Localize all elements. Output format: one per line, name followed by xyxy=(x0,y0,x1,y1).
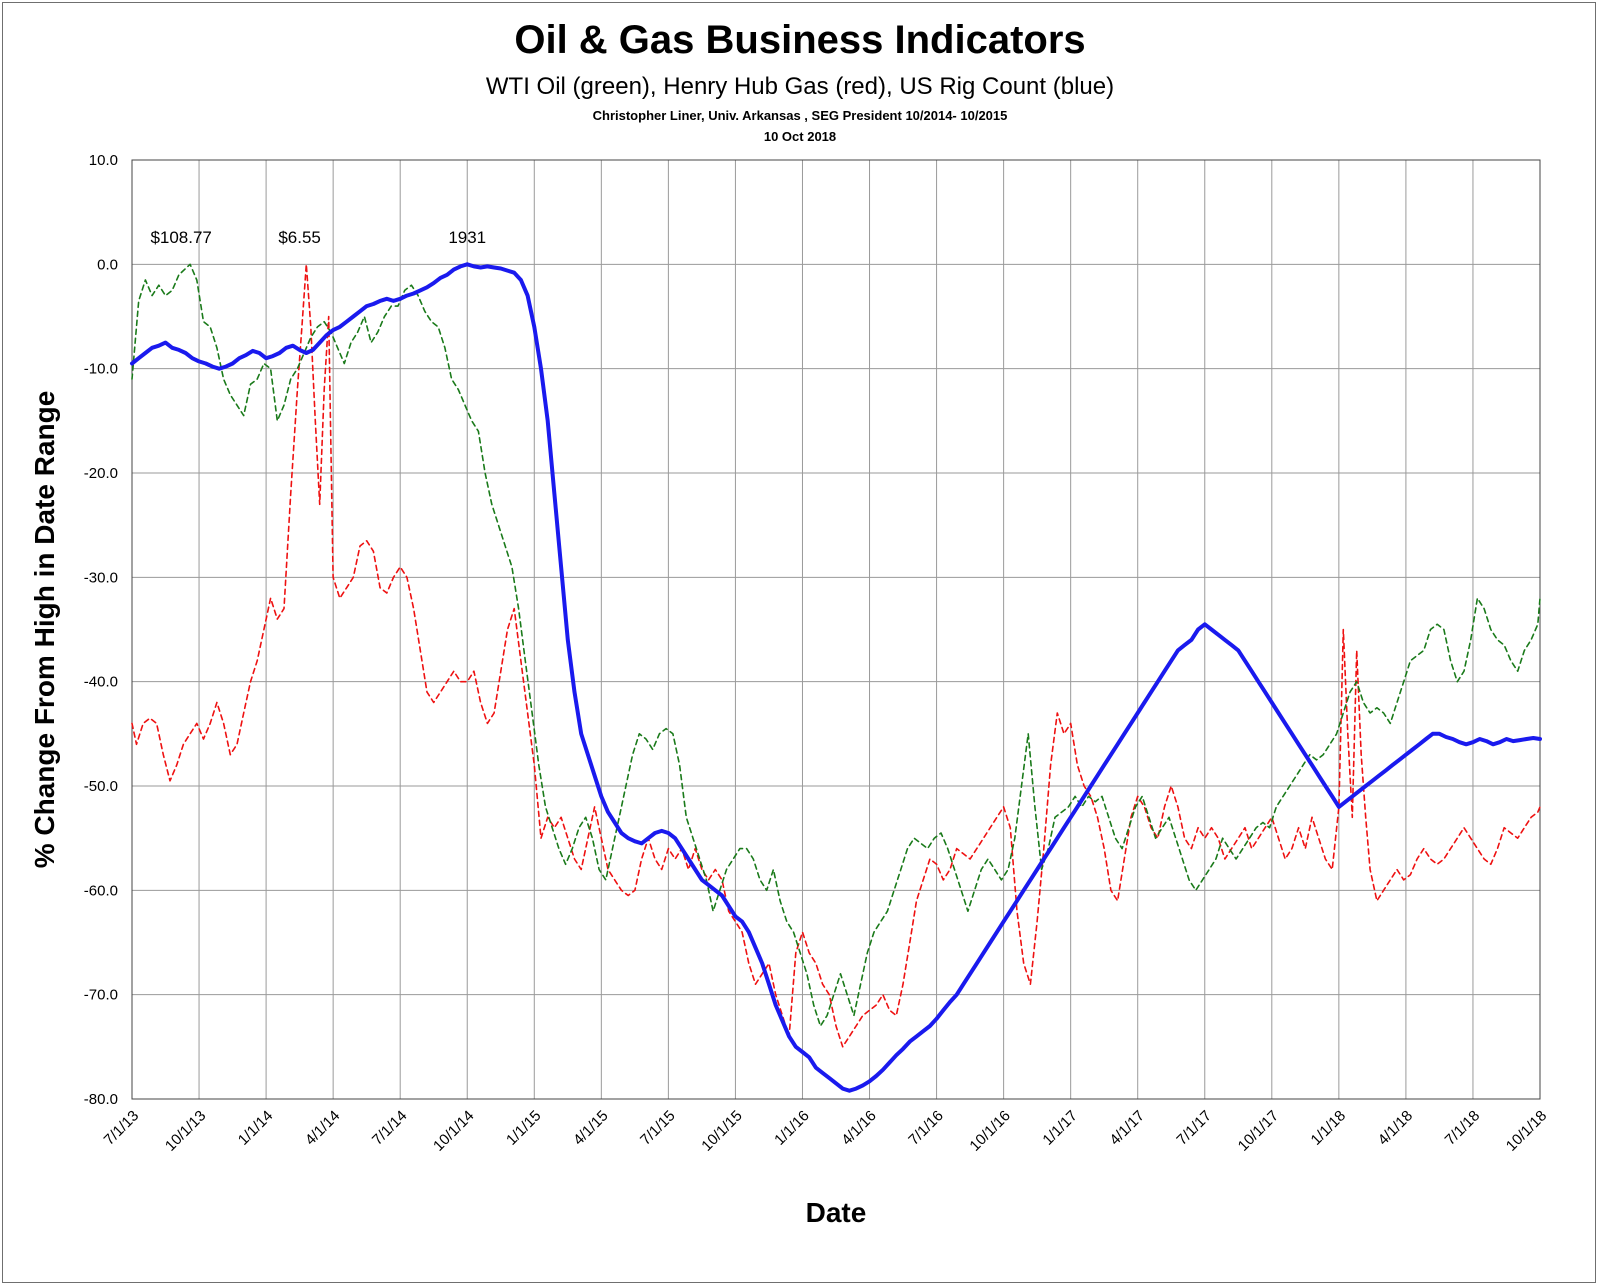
x-tick-label: 10/1/17 xyxy=(1235,1107,1282,1154)
x-tick-label: 7/1/14 xyxy=(369,1107,411,1149)
x-tick-label: 7/1/17 xyxy=(1173,1107,1215,1149)
peak-annotation: $6.55 xyxy=(278,228,321,247)
x-tick-label: 1/1/14 xyxy=(235,1107,277,1149)
series-lines xyxy=(130,262,1542,1093)
y-tick-label: -10.0 xyxy=(84,361,118,378)
y-tick-label: 0.0 xyxy=(97,256,118,273)
x-axis-ticks: 7/1/13 10/1/13 1/1/14 4/1/14 7/1/14 10/1/14 1/… xyxy=(101,1107,1551,1154)
x-tick-label: 7/1/13 xyxy=(101,1107,143,1149)
peak-annotation: $108.77 xyxy=(150,228,211,247)
x-tick-label: 4/1/14 xyxy=(302,1107,344,1149)
y-axis-title: % Change From High in Date Range xyxy=(29,391,60,869)
chart-date: 10 Oct 2018 xyxy=(763,129,837,144)
y-tick-label: 10.0 xyxy=(89,152,118,169)
y-tick-label: -50.0 xyxy=(84,778,118,795)
x-tick-label: 1/1/15 xyxy=(503,1107,545,1149)
x-tick-label: 4/1/17 xyxy=(1106,1107,1148,1149)
x-tick-label: 10/1/18 xyxy=(1503,1107,1550,1154)
plot-border xyxy=(131,159,1541,1100)
series-line-us-rig-count xyxy=(130,262,1542,1093)
x-tick-label: 4/1/16 xyxy=(838,1107,880,1149)
x-tick-label: 7/1/16 xyxy=(905,1107,947,1149)
series-line-wti-oil xyxy=(131,263,1541,1027)
x-tick-label: 10/1/15 xyxy=(698,1107,745,1154)
x-tick-label: 1/1/18 xyxy=(1308,1107,1350,1149)
annotations: $108.77 $6.55 1931 xyxy=(150,228,486,247)
y-axis-ticks: 10.0 0.0 -10.0 -20.0 -30.0 -40.0 -50.0 -60.0 -70… xyxy=(84,152,118,1108)
y-tick-label: -30.0 xyxy=(84,569,118,586)
x-tick-label: 10/1/16 xyxy=(966,1107,1013,1154)
peak-annotation: 1931 xyxy=(448,228,486,247)
chart-subtitle: WTI Oil (green), Henry Hub Gas (red), US… xyxy=(485,73,1115,100)
x-tick-label: 1/1/16 xyxy=(771,1107,813,1149)
series-line-henry-hub-gas xyxy=(131,263,1541,1048)
grid xyxy=(131,159,1541,1100)
x-tick-label: 4/1/18 xyxy=(1375,1107,1417,1149)
x-tick-label: 10/1/14 xyxy=(430,1107,477,1154)
y-tick-label: -70.0 xyxy=(84,987,118,1004)
x-tick-label: 4/1/15 xyxy=(570,1107,612,1149)
y-tick-label: -20.0 xyxy=(84,465,118,482)
y-tick-label: -40.0 xyxy=(84,674,118,691)
y-tick-label: -60.0 xyxy=(84,882,118,899)
chart-title: Oil & Gas Business Indicators xyxy=(514,18,1086,62)
x-axis-title: Date xyxy=(806,1197,867,1228)
x-tick-label: 1/1/17 xyxy=(1039,1107,1081,1149)
chart-credit: Christopher Liner, Univ. Arkansas , SEG … xyxy=(592,108,1008,123)
x-tick-label: 7/1/15 xyxy=(637,1107,679,1149)
x-tick-label: 7/1/18 xyxy=(1442,1107,1484,1149)
x-tick-label: 10/1/13 xyxy=(162,1107,209,1154)
y-tick-label: -80.0 xyxy=(84,1091,118,1108)
